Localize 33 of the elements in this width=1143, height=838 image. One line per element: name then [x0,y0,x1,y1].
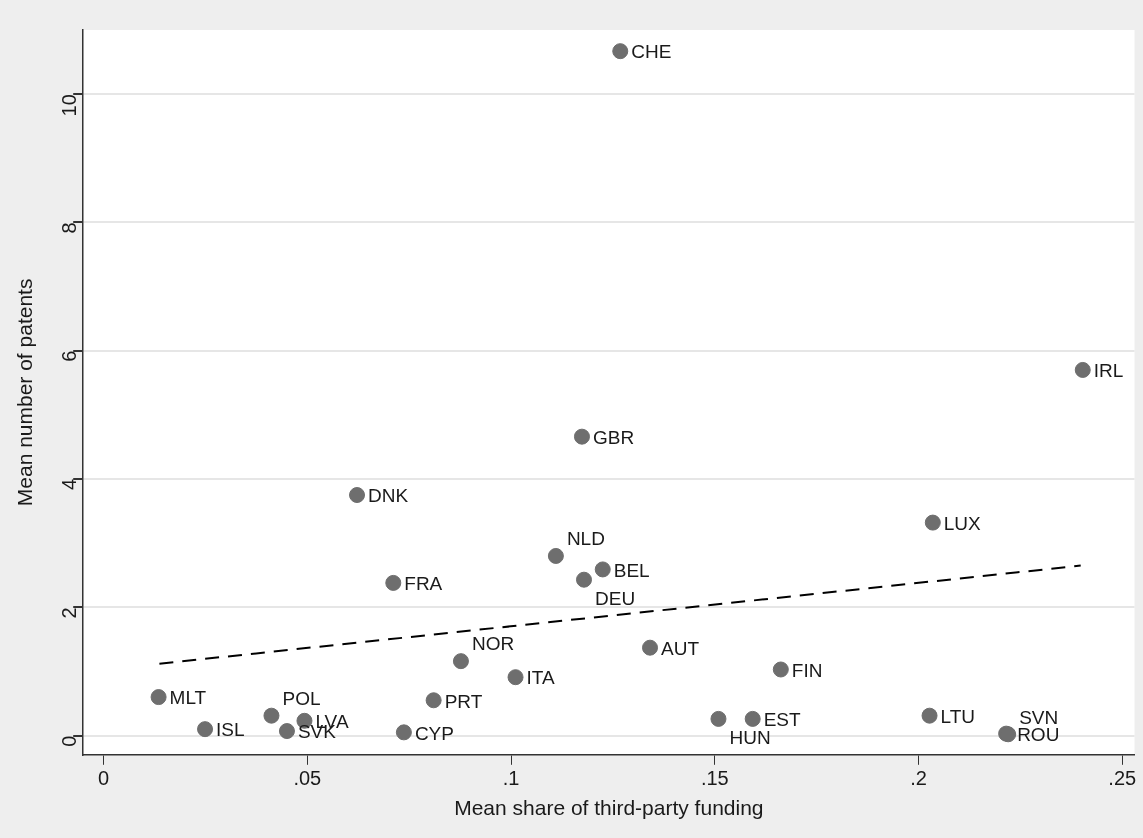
annotation: FIN [791,659,823,681]
y-tick-label: 4 [57,478,80,491]
annotation: POL [282,687,321,709]
annotation: BEL [613,559,650,581]
x-tick-label: .25 [1108,767,1137,790]
annotation: IRL [1093,360,1124,382]
y-tick-label: 6 [57,350,80,362]
annotation: ITA [526,667,556,689]
annotation: ISL [216,719,245,741]
x-tick-label: 0 [98,767,110,790]
y-tick-label: 8 [57,222,80,234]
annotation: MLT [169,687,207,709]
annotation: LTU [940,705,976,727]
annotation: NLD [566,528,605,550]
annotation: DNK [368,485,409,507]
x-tick-label: .15 [700,767,729,790]
annotation: NOR [471,633,515,655]
annotation: CHE [631,41,672,63]
y-tick-label: 10 [57,94,80,117]
x-axis-title: Mean share of third-party funding [454,796,764,820]
x-tick-label: .2 [910,767,927,790]
annotation: PRT [444,690,483,712]
annotation: DEU [594,587,636,609]
annotation: LUX [943,512,982,534]
y-tick-label: 2 [57,607,80,619]
x-tick-label: .05 [293,767,322,790]
annotation: GBR [592,426,635,448]
x-tick-label: .1 [502,767,520,790]
y-tick-label: 0 [57,735,80,747]
annotation: CYP [414,722,454,744]
y-axis-title: Mean number of patents [13,278,37,507]
annotation: AUT [661,637,700,659]
annotation: FRA [404,573,443,595]
